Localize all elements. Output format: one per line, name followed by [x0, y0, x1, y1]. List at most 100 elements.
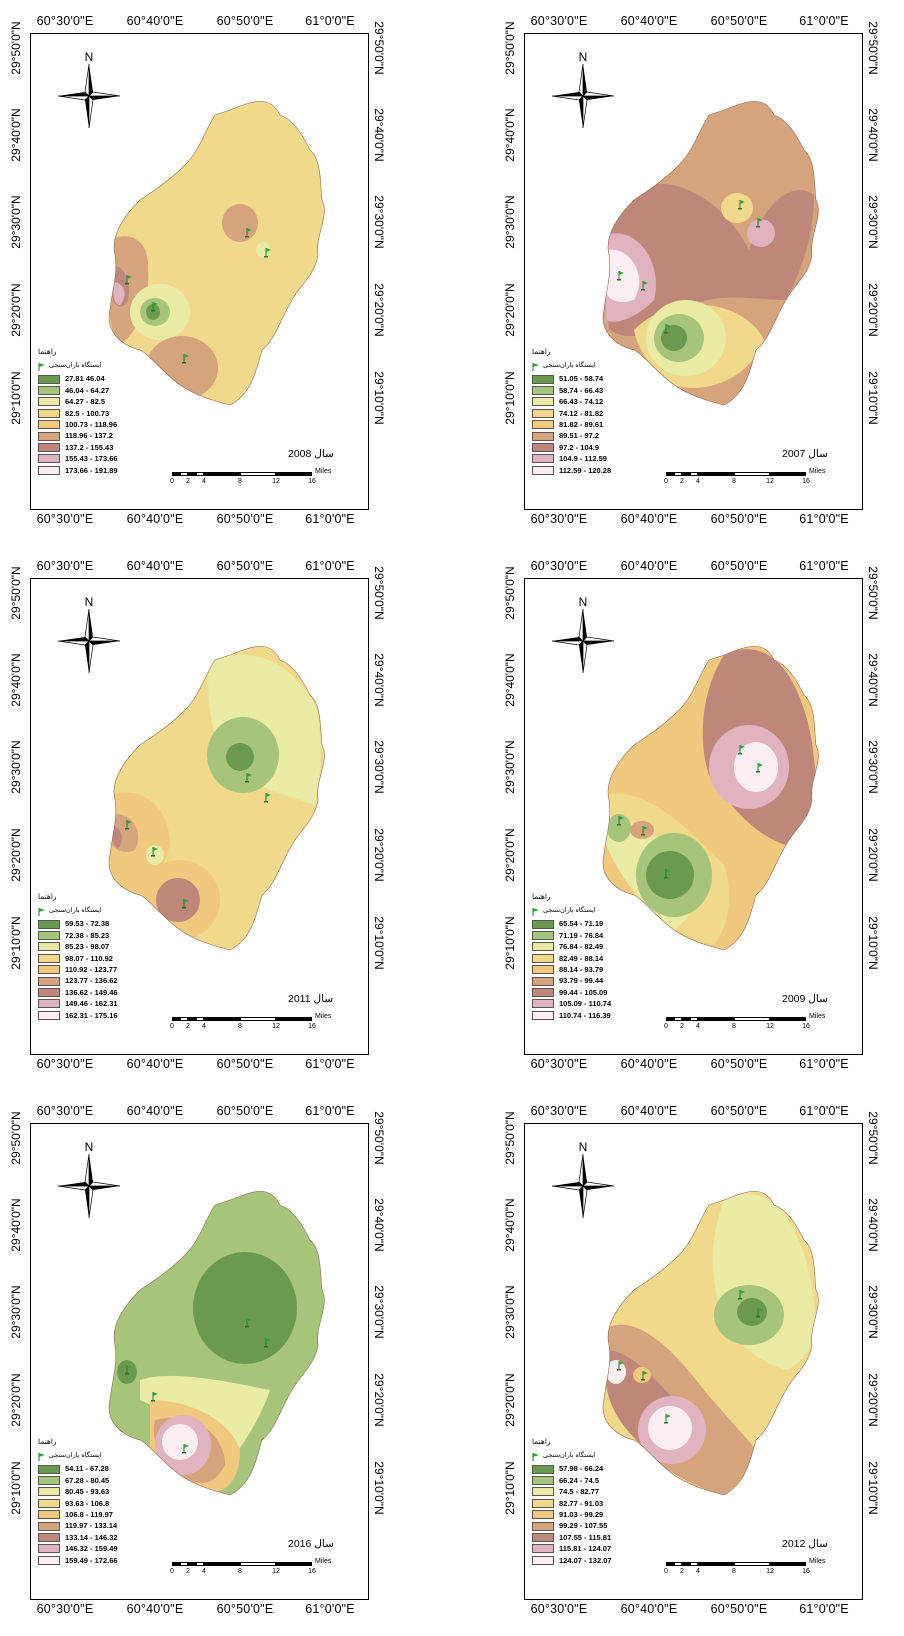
legend-label: 46.04 - 64.27 — [65, 385, 110, 395]
legend-item: 110.74 - 116.39 — [532, 1010, 611, 1021]
lon-label-top: 61°0'0"E — [305, 14, 355, 28]
rainfall-zone-6 — [112, 825, 122, 848]
rainfall-zone-0 — [661, 325, 687, 351]
legend-item: 66.24 - 74.5 — [532, 1475, 612, 1486]
lon-label-top: 61°0'0"E — [305, 1104, 355, 1118]
legend-item: 85.23 - 98.07 — [38, 941, 118, 952]
legend-label: 76.84 - 82.49 — [559, 942, 604, 952]
rainfall-zone-8 — [734, 742, 778, 792]
basin-outline — [602, 646, 819, 951]
legend-label: 65.54 - 71.19 — [559, 919, 604, 929]
legend-swatch — [532, 408, 554, 418]
legend-label: 82.49 - 88.14 — [559, 953, 604, 963]
legend-item: 82.49 - 88.14 — [532, 953, 611, 964]
lon-label-bottom: 60°40'0"E — [126, 512, 184, 526]
lon-label-top: 60°40'0"E — [126, 14, 184, 28]
scale-unit: Miles — [809, 1558, 826, 1565]
legend-item: 27.81 46.04 — [38, 374, 118, 385]
legend-label: 54.11 - 67.28 — [65, 1464, 109, 1474]
map-panel-2007: 60°30'0"E 60°30'0"E 60°40'0"E 60°40'0"E 60°5… — [494, 0, 904, 545]
scale-segment — [172, 1562, 180, 1566]
lon-label-top: 60°50'0"E — [216, 1104, 274, 1118]
legend-swatch — [38, 408, 60, 418]
lon-label-bottom: 60°40'0"E — [126, 1602, 184, 1616]
legend-station-row: ایستگاه باران‌سنجی — [38, 1452, 118, 1461]
lon-label-bottom: 60°50'0"E — [710, 1057, 768, 1071]
flag-icon — [182, 354, 189, 364]
legend-item: 173.66 - 191.89 — [38, 465, 118, 476]
legend-swatch — [532, 1510, 554, 1520]
compass-rose-icon: N — [58, 50, 120, 128]
legend-label: 155.43 - 173.66 — [65, 454, 118, 464]
rainfall-zone-0 — [193, 1252, 297, 1364]
scale-segment — [666, 1562, 674, 1566]
flag-icon — [738, 200, 745, 210]
flag-icon — [182, 899, 189, 909]
legend-label: 89.51 - 97.2 — [559, 431, 600, 441]
map-legend: راهنما ایستگاه باران‌سنجی 57.98 - 66.24 66.… — [532, 1438, 612, 1566]
legend-swatch — [38, 1521, 60, 1531]
rainfall-zone-6 — [156, 878, 200, 922]
legend-swatch — [38, 1510, 60, 1520]
map-panel-2008: 60°30'0"E 60°30'0"E 60°40'0"E 60°40'0"E 60°5… — [0, 0, 452, 545]
legend-title: راهنما — [532, 347, 551, 356]
legend-swatch — [532, 919, 554, 929]
legend-label: 146.32 - 159.49 — [65, 1544, 118, 1554]
legend-swatch — [532, 443, 554, 453]
map-panel-2009: 60°30'0"E 60°30'0"E 60°40'0"E 60°40'0"E 60°5… — [494, 545, 904, 1090]
compass-rose-icon: N — [58, 595, 120, 673]
scale-segment — [196, 472, 204, 476]
legend-item: 51.05 - 58.74 — [532, 374, 611, 385]
scale-segment — [698, 1017, 734, 1021]
legend-label: 104.9 - 112.59 — [559, 454, 607, 464]
flag-icon — [738, 745, 745, 755]
flag-icon — [151, 302, 158, 312]
flag-icon — [664, 1414, 671, 1424]
legend-label: 88.14 - 93.79 — [559, 965, 604, 974]
legend-swatch — [38, 919, 60, 929]
scale-tick: 12 — [272, 478, 280, 485]
legend-label: 66.24 - 74.5 — [559, 1475, 600, 1485]
rainfall-zone-3 — [721, 193, 753, 223]
lon-label-top: 61°0'0"E — [305, 559, 355, 573]
flag-icon — [151, 847, 158, 857]
rainfall-zone-1 — [607, 814, 631, 842]
legend-item: 57.98 - 66.24 — [532, 1464, 612, 1475]
scale-segment — [172, 472, 180, 476]
scale-tick: 0 — [170, 1568, 174, 1575]
basin-outline — [108, 101, 325, 406]
scale-tick: 12 — [766, 478, 774, 485]
scale-segment — [666, 1017, 674, 1021]
rainfall-zone-0 — [737, 1298, 767, 1326]
flag-icon — [245, 773, 252, 783]
legend-swatch — [532, 431, 554, 441]
legend-item: 100.73 - 118.96 — [38, 419, 118, 430]
legend-item: 133.14 - 146.32 — [38, 1532, 118, 1543]
legend-swatch — [532, 965, 554, 975]
scale-tick: 2 — [680, 1023, 684, 1030]
scale-segment — [180, 1562, 188, 1566]
flag-icon — [641, 1371, 648, 1381]
lon-label-top: 60°40'0"E — [126, 1104, 184, 1118]
scale-segment — [204, 1017, 240, 1021]
scale-segment — [188, 472, 196, 476]
interpolation-map — [602, 101, 819, 406]
rainfall-zone-8 — [648, 1406, 692, 1450]
legend-swatch — [38, 454, 60, 464]
scale-tick: 8 — [732, 1568, 736, 1575]
legend-label: 72.38 - 85.23 — [65, 930, 110, 940]
legend-swatch — [38, 386, 60, 396]
legend-station-row: ایستگاه باران‌سنجی — [38, 907, 118, 916]
scale-tick: 0 — [170, 478, 174, 485]
legend-label: 85.23 - 98.07 — [65, 942, 110, 952]
legend-swatch — [532, 454, 554, 464]
legend-swatch — [38, 965, 60, 975]
scale-segment — [240, 1017, 276, 1021]
lon-label-top: 60°50'0"E — [710, 1104, 768, 1118]
scale-segment — [204, 1562, 240, 1566]
lon-label-top: 60°30'0"E — [36, 14, 94, 28]
lon-label-bottom: 61°0'0"E — [305, 1602, 355, 1616]
scale-tick: 0 — [664, 478, 668, 485]
legend-swatch — [532, 386, 554, 396]
lon-label-bottom: 60°30'0"E — [530, 1057, 588, 1071]
